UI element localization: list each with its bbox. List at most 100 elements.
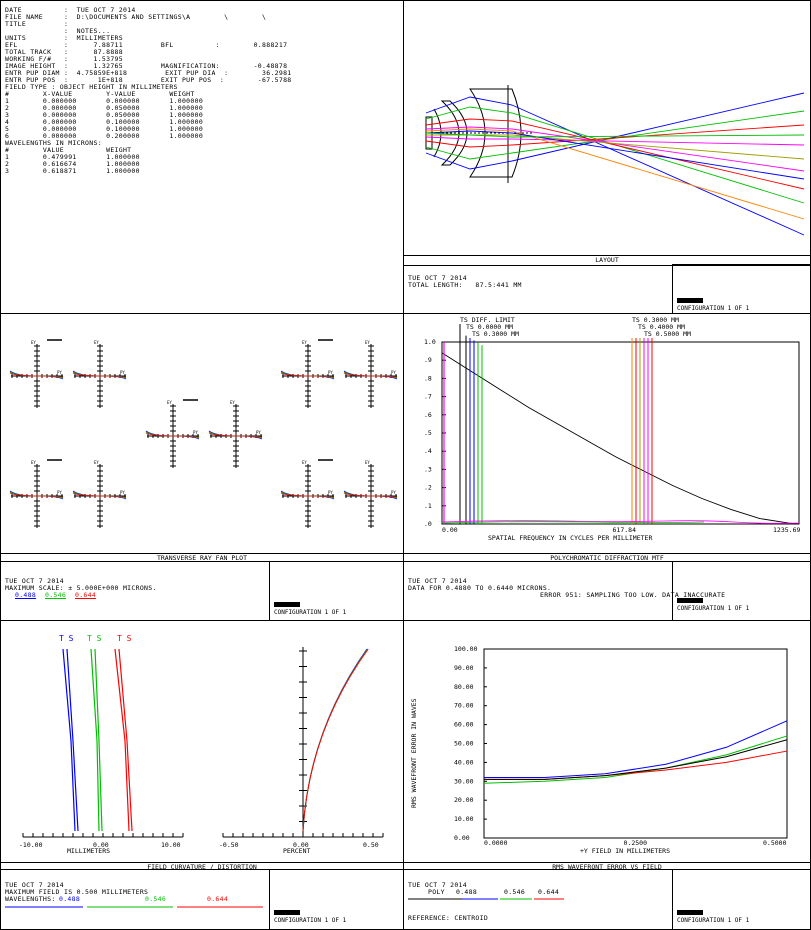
rms-y-label: 50.00 [454, 740, 474, 748]
mtf-y-label: .8 [424, 374, 432, 382]
ray-trace [425, 124, 805, 148]
prescription-line: DATE : TUE OCT 7 2014 [5, 6, 136, 14]
field-curvature-caption: FIELD CURVATURE / DISTORTION [1, 862, 403, 869]
mtf-y-label: .2 [424, 484, 432, 492]
fcd-config-box: CONFIGURATION 1 OF 1 [269, 870, 403, 929]
prescription-line: # VALUE WEIGHT [5, 146, 132, 154]
prescription-line: 2 0.616674 1.000000 [5, 160, 140, 168]
fcd-tick-label: 0.00 [293, 841, 309, 849]
mtf-x-title: SPATIAL FREQUENCY IN CYCLES PER MILLIMET… [488, 534, 652, 542]
mtf-legend: TS 0.3000 MM [472, 330, 519, 338]
ray-trace [425, 110, 805, 160]
fcd-tick-label: -0.50 [219, 841, 239, 849]
fcd-curve-t [90, 648, 100, 832]
fan-curve [343, 372, 398, 378]
zemax-logo [677, 298, 703, 303]
fcd-tick-label: 10.00 [161, 841, 181, 849]
config-label: CONFIGURATION 1 OF 1 [274, 917, 347, 924]
ray-trace [425, 118, 805, 190]
prescription-line: # X-VALUE Y-VALUE WEIGHT [5, 90, 195, 98]
fan-axis-label: PY [120, 370, 125, 375]
config-label: CONFIGURATION 1 OF 1 [274, 609, 347, 616]
fan-axis-label: EY [302, 340, 307, 345]
rms-config-box: CONFIGURATION 1 OF 1 [672, 870, 810, 929]
fan-axis-label: EY [230, 400, 235, 405]
fan-curve [343, 492, 398, 498]
fan-axis-label: EY [167, 400, 172, 405]
prescription-line: 5 0.000000 0.100000 1.000000 [5, 125, 204, 133]
fcd-ts-label: T S [59, 634, 74, 643]
mtf-caption: POLYCHROMATIC DIFFRACTION MTF [404, 553, 810, 561]
fcd-wave-1: 0.488 [59, 895, 81, 903]
fan-axis-label: EY [302, 460, 307, 465]
fan-curve [280, 492, 335, 498]
fcd-wave-2: 0.546 [145, 895, 167, 903]
mtf-y-label: .0 [424, 520, 432, 528]
mtf-y-label: .9 [424, 356, 432, 364]
fan-axis-label: PY [328, 370, 333, 375]
prescription-line: ENTR PUP DIAM : 4.75859E+818 EXIT PUP DI… [5, 69, 292, 77]
rms-x-title: +Y FIELD IN MILLIMETERS [580, 847, 670, 855]
ray-fan-panel: EY PY EY PY EY PY EY PY EY PY EY PY EY PY EY PY EY PY EY PY… [0, 313, 404, 562]
config-label: CONFIGURATION 1 OF 1 [677, 917, 750, 924]
config-label: CONFIGURATION 1 OF 1 [677, 605, 750, 612]
mtf-y-label: .5 [424, 429, 432, 437]
mtf-data-range: DATA FOR 0.4880 TO 0.6440 MICRONS. [408, 584, 552, 592]
fan-axis-label: EY [94, 460, 99, 465]
rms-series-line [484, 750, 788, 780]
fan-curve [208, 432, 263, 438]
prescription-line: 2 0.000000 0.050000 1.000000 [5, 104, 204, 112]
fan-curve [280, 372, 335, 378]
rms-series-line [484, 739, 788, 780]
ray-fan-config-box: CONFIGURATION 1 OF 1 [269, 562, 403, 620]
lens-element [469, 88, 522, 178]
fan-axis-label: PY [328, 490, 333, 495]
fan-axis-label: PY [256, 430, 261, 435]
mtf-config-box: CONFIGURATION 1 OF 1 [672, 562, 810, 620]
mtf-panel: 1.0 .9 .8 .7 .6 .5 .4 .3 .2 .1 .0 0.00 617.84 1235.69… [403, 313, 811, 562]
fan-curve [145, 432, 200, 438]
rms-frame [483, 648, 788, 839]
mtf-y-label: .1 [424, 502, 432, 510]
fcd-ts-label: T S [87, 634, 102, 643]
ray-trace [425, 132, 805, 138]
rms-y-label: 100.00 [454, 645, 478, 653]
fcd-x-title: MILLIMETERS [67, 847, 110, 855]
rms-wave-2: 0.546 [504, 888, 526, 896]
mtf-date: TUE OCT 7 2014 [408, 577, 467, 585]
rms-series-line [484, 720, 788, 779]
ray-trace [425, 96, 805, 236]
config-label: CONFIGURATION 1 OF 1 [677, 305, 750, 312]
fan-axis-label: EY [31, 340, 36, 345]
rms-x-label: 0.5000 [763, 839, 787, 847]
rms-y-label: 80.00 [454, 683, 474, 691]
rms-x-label: 0.2500 [624, 839, 648, 847]
prescription-line: EFL : 7.88711 BFL : 0.888217 [5, 41, 288, 49]
field-curvature-info: TUE OCT 7 2014 MAXIMUM FIELD IS 0.500 MI… [0, 869, 404, 930]
prescription-line: UNITS : MILLIMETERS [5, 34, 123, 42]
mtf-legend: TS DIFF. LIMIT [460, 316, 515, 324]
fcd-distortion-curve [302, 648, 369, 832]
prescription-line: TOTAL TRACK : 87.8888 [5, 48, 123, 56]
fan-curve [9, 372, 64, 378]
fan-curve [72, 492, 127, 498]
fcd-max-field: MAXIMUM FIELD IS 0.500 MILLIMETERS [5, 888, 149, 896]
ray-trace [425, 106, 805, 204]
prescription-line: 3 0.000000 0.050000 1.000000 [5, 111, 204, 119]
mtf-legend: TS 0.0000 MM [466, 323, 513, 331]
fcd-tick-label: 0.50 [363, 841, 379, 849]
prescription-line: 1 0.479991 1.000000 [5, 153, 140, 161]
zemax-logo [677, 910, 703, 915]
layout-info-box: TUE OCT 7 2014 TOTAL LENGTH: 87.5:441 MM… [404, 264, 810, 313]
ray-trace [425, 136, 805, 146]
prescription-line: WORKING F/# : 1.53795 [5, 55, 123, 63]
mtf-curve [441, 520, 800, 524]
fcd-distortion-curve [302, 648, 369, 832]
ray-fan-plots: EY PY EY PY EY PY EY PY EY PY EY PY EY PY EY PY EY PY EY PY [9, 339, 398, 528]
prescription-line: 1 0.000000 0.000000 1.000000 [5, 97, 204, 105]
zemax-logo [274, 910, 300, 915]
ray-trace [425, 130, 805, 180]
ray-trace [425, 92, 805, 170]
ray-fan-wave-1: 0.488 [15, 591, 37, 599]
lens-layout-diagram [425, 85, 805, 236]
